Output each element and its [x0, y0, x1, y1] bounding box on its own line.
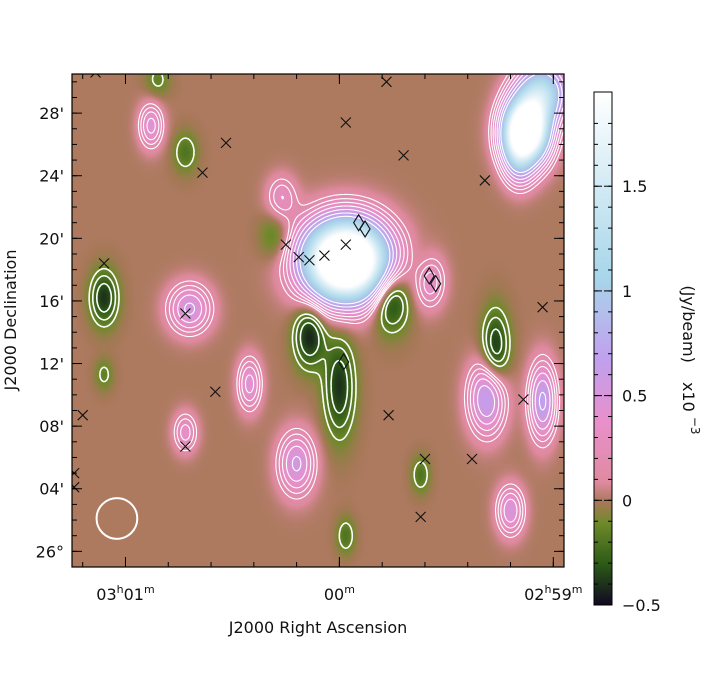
- diamond-marker: [423, 266, 435, 285]
- diamond-marker: [338, 352, 350, 372]
- y-tick-label: 12': [39, 355, 64, 374]
- positive-contour: [299, 74, 560, 305]
- y-tick-label: 08': [39, 417, 64, 436]
- cross-marker: [280, 239, 292, 250]
- colorbar-ticks: −0.5 0 0.5 1 1.5: [594, 122, 661, 615]
- plot-frame: [71, 73, 565, 568]
- cross-marker: [179, 308, 191, 319]
- x-tick-label: 02h59m: [524, 583, 582, 604]
- cross-marker: [381, 76, 392, 88]
- cross-marker: [304, 254, 315, 266]
- negative-contour: [88, 74, 511, 550]
- negative-contour: [96, 282, 503, 414]
- colorbar-tick-label: 0: [622, 491, 632, 510]
- cross-marker: [383, 409, 394, 421]
- y-tick-label: 26°: [36, 542, 64, 561]
- cross-marker: [398, 149, 409, 161]
- cross-marker: [98, 257, 110, 269]
- colorbar-unit-label: (Jy/beam): [679, 285, 698, 362]
- x-axis-title: J2000 Right Ascension: [228, 618, 408, 637]
- colorbar: [593, 91, 613, 606]
- positive-contour: [296, 74, 563, 411]
- cross-marker: [415, 511, 427, 523]
- colorbar-scale-exponent: −3: [688, 417, 702, 435]
- positive-contour: [184, 74, 564, 472]
- x-axis-ticks: 03h01m 00m 02h59m: [82, 74, 583, 604]
- cross-marker: [466, 453, 478, 465]
- cross-marker: [479, 175, 491, 186]
- x-tick-label: 03h01m: [96, 583, 154, 604]
- colorbar-title: (Jy/beam) x10 −3: [679, 285, 702, 434]
- cross-marker: [319, 250, 330, 261]
- cross-marker: [77, 409, 89, 421]
- colorbar-tick-label: 1: [622, 282, 632, 301]
- y-axis-title: J2000 Declination: [1, 250, 20, 392]
- cross-marker: [340, 239, 352, 250]
- positive-contour: [137, 74, 564, 538]
- y-tick-label: 24': [39, 167, 64, 186]
- cross-marker: [419, 453, 431, 465]
- svg-text:(Jy/beam) x10 −3: (Jy/beam) x10 −3: [679, 285, 702, 434]
- y-tick-label: 04': [39, 480, 64, 499]
- cross-marker: [72, 481, 80, 493]
- negative-contour: [92, 275, 507, 429]
- colorbar-tick-label: −0.5: [622, 596, 661, 615]
- x-tick-label: 00m: [324, 583, 355, 604]
- cross-marker: [537, 301, 548, 313]
- colorbar-tick-label: 0.5: [622, 387, 647, 406]
- y-axis-ticks: 26° 04' 08' 12' 16' 20' 24' 28': [36, 81, 564, 561]
- cross-marker: [90, 74, 101, 78]
- cross-marker: [209, 386, 221, 398]
- colorbar-tick-label: 1.5: [622, 177, 647, 196]
- y-tick-label: 28': [39, 104, 64, 123]
- marker-layer: [72, 74, 548, 523]
- cross-marker: [329, 74, 341, 75]
- diamond-marker: [430, 274, 442, 293]
- contour-layer: [88, 74, 564, 550]
- diamond-marker: [352, 213, 365, 232]
- positive-contour: [142, 74, 564, 529]
- cross-marker: [220, 137, 232, 149]
- cross-marker: [517, 394, 529, 405]
- diamond-marker: [359, 219, 371, 238]
- beam-ellipse: [95, 497, 139, 540]
- colorbar-scale-label: x10: [679, 382, 698, 412]
- cross-marker: [179, 441, 191, 452]
- cross-marker: [197, 167, 208, 178]
- cross-marker: [293, 251, 305, 263]
- positive-contour: [146, 74, 564, 523]
- cross-marker: [340, 117, 352, 128]
- y-tick-label: 16': [39, 292, 64, 311]
- y-tick-label: 20': [39, 229, 64, 248]
